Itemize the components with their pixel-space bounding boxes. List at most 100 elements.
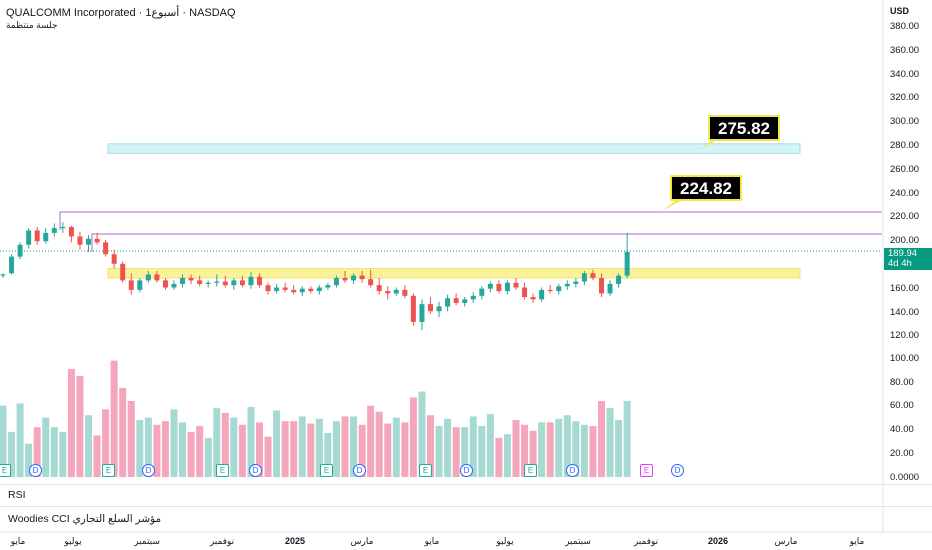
dividend-marker[interactable]: D [460, 464, 473, 477]
price-tick-label: 140.00 [890, 306, 920, 318]
candle-body [282, 287, 288, 290]
candle-body [9, 256, 15, 274]
volume-bar [67, 368, 75, 477]
time-axis-label: مايو [849, 536, 865, 546]
candle-body [291, 289, 297, 293]
dividend-marker[interactable]: D [29, 464, 42, 477]
candle-body [0, 274, 6, 276]
candle-body [128, 280, 134, 290]
price-tick-label: 200.00 [890, 235, 920, 247]
earnings-marker[interactable]: E [102, 464, 115, 477]
cci-extra-label: مؤشر السلع التجاري [72, 513, 162, 525]
price-tick-label: 300.00 [890, 116, 920, 128]
volume-tick-label: 0.0000 [890, 471, 920, 483]
candle-body [34, 230, 40, 242]
candle-body [316, 287, 322, 292]
candle-body [479, 288, 485, 296]
volume-bar [221, 412, 229, 477]
volume-bar [486, 414, 494, 477]
candle-body [197, 280, 203, 284]
candle-body [581, 273, 587, 282]
volume-tick-label: 80.00 [890, 376, 914, 388]
time-axis-label: مارس [774, 536, 798, 546]
volume-bar [503, 434, 511, 477]
volume-bar [418, 391, 426, 477]
time-axis-label: مارس [350, 536, 374, 546]
volume-bar [546, 422, 554, 477]
candle-body [445, 298, 451, 307]
candle-body [410, 295, 416, 322]
symbol-title[interactable]: QUALCOMM Incorporated · 1أسبوع · NASDAQ [6, 7, 236, 19]
candle-body [342, 278, 348, 281]
callout-lower-pointer [662, 199, 684, 211]
candle-body [547, 289, 553, 292]
volume-bar [273, 410, 281, 477]
volume-bar [461, 427, 469, 477]
current-price-value: 189.94 [888, 248, 918, 259]
volume-bar [247, 406, 255, 477]
candle-body [573, 281, 579, 284]
price-tick-label: 120.00 [890, 330, 920, 342]
dividend-marker[interactable]: D [249, 464, 262, 477]
candle-body [60, 226, 66, 229]
earnings-marker[interactable]: E [216, 464, 229, 477]
volume-bar [298, 416, 306, 477]
currency-label[interactable]: USD [890, 6, 910, 16]
volume-bar [93, 435, 101, 477]
rsi-pane-label[interactable]: RSI [8, 489, 26, 501]
cci-pane-label[interactable]: Woodies CCI مؤشر السلع التجاري [8, 513, 161, 525]
candle-body [171, 283, 177, 288]
volume-bar [538, 422, 546, 477]
volume-bar [119, 387, 127, 477]
dividend-marker[interactable]: D [353, 464, 366, 477]
candle-body [513, 282, 519, 288]
candle-body [120, 263, 126, 281]
volume-bar [85, 415, 92, 477]
earnings-marker[interactable]: E [0, 464, 11, 477]
candle-body [496, 283, 502, 292]
volume-bar [144, 417, 152, 477]
volume-bar [204, 437, 212, 477]
rsi-pane-separator[interactable] [0, 484, 932, 485]
earnings-marker[interactable]: E [640, 464, 653, 477]
dividend-marker[interactable]: D [142, 464, 155, 477]
candle-body [470, 295, 476, 300]
volume-bar [59, 431, 67, 477]
time-axis-label: 2025 [284, 536, 306, 546]
level-line [59, 211, 882, 230]
volume-bar [33, 427, 41, 477]
candle-body [68, 226, 74, 237]
volume-bar [161, 421, 169, 477]
volume-tick-label: 40.00 [890, 424, 914, 436]
earnings-marker[interactable]: E [524, 464, 537, 477]
dividend-marker[interactable]: D [671, 464, 684, 477]
dividend-marker[interactable]: D [566, 464, 579, 477]
upper-price-callout[interactable]: 275.82 [708, 115, 780, 141]
candle-body [428, 304, 433, 312]
volume-bar [264, 436, 272, 477]
price-tick-label: 320.00 [890, 92, 920, 104]
volume-bar [102, 409, 110, 477]
candle-body [265, 285, 271, 292]
lower-price-callout[interactable]: 224.82 [670, 175, 742, 201]
price-tick-label: 360.00 [890, 44, 920, 56]
earnings-marker[interactable]: E [419, 464, 432, 477]
volume-bar [452, 427, 460, 477]
volume-bar [401, 422, 409, 477]
volume-bar [606, 408, 614, 477]
earnings-marker[interactable]: E [320, 464, 333, 477]
volume-bar [555, 418, 563, 477]
volume-bar [0, 405, 7, 477]
current-price-badge: 189.94 4d 4h [884, 248, 932, 270]
bar-countdown: 4d 4h [888, 258, 912, 269]
price-tick-label: 340.00 [890, 68, 920, 80]
cci-pane-separator[interactable] [0, 506, 932, 507]
volume-bar [478, 425, 486, 477]
volume-bar [435, 425, 443, 477]
candle-body [616, 275, 622, 284]
candle-body [453, 298, 459, 303]
volume-bar [580, 424, 588, 477]
volume-bar [153, 424, 161, 477]
candle-body [111, 254, 117, 264]
